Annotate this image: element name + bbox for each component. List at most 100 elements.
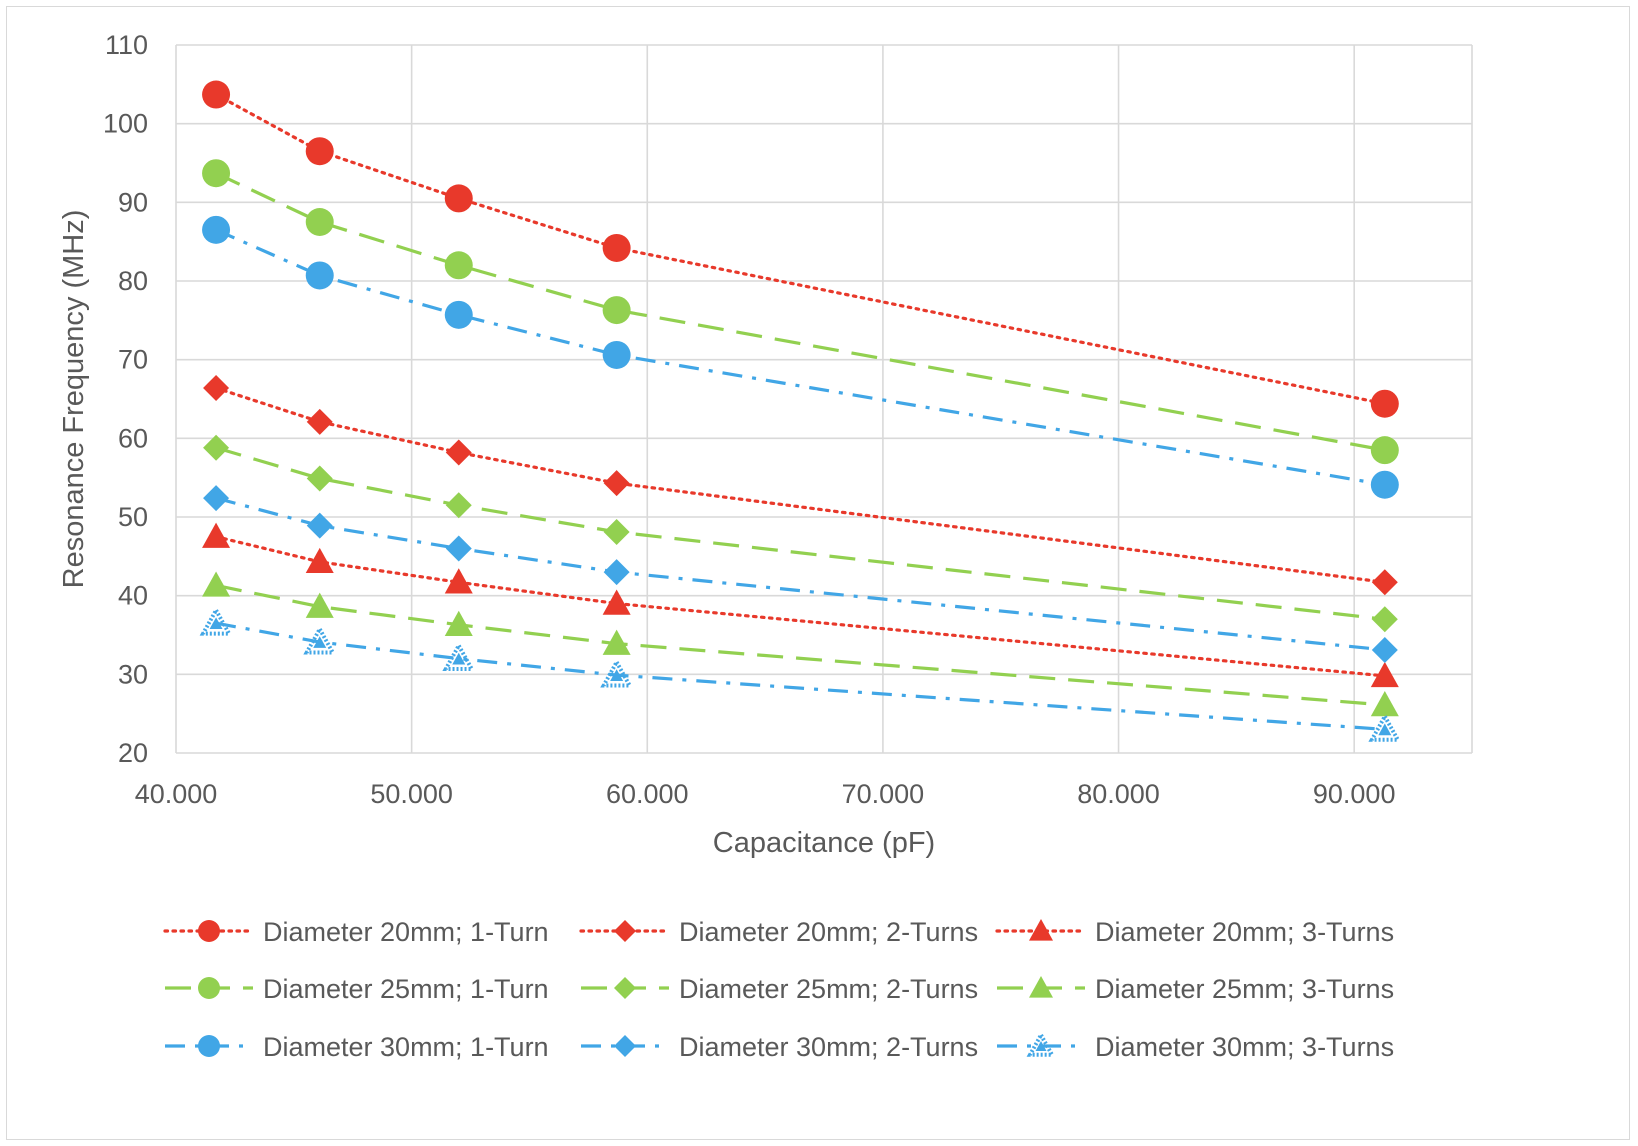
legend-marker xyxy=(1026,1030,1056,1057)
legend-entry: Diameter 20mm; 1-Turn xyxy=(163,917,549,947)
data-point xyxy=(305,547,334,574)
data-point xyxy=(602,296,631,325)
data-point xyxy=(202,159,231,188)
legend-marker xyxy=(1029,919,1053,941)
legend-entry: Diameter 20mm; 3-Turns xyxy=(995,917,1394,947)
legend-entry: Diameter 25mm; 3-Turns xyxy=(997,974,1394,1004)
axes: 20 30 40 50 60 70 80 90 100 110 40.000 50.000 60.000… xyxy=(103,30,1396,809)
legend-entry: Diameter 30mm; 2-Turns xyxy=(581,1032,978,1062)
legend-entry: Diameter 20mm; 2-Turns xyxy=(579,917,978,947)
y-tick-label: 40 xyxy=(118,581,148,611)
chart-frame: 20 30 40 50 60 70 80 90 100 110 40.000 50.000 60.000… xyxy=(6,6,1630,1140)
legend-entry: Diameter 30mm; 3-Turns xyxy=(997,1030,1394,1062)
data-point xyxy=(1370,691,1399,717)
series-line xyxy=(215,171,1386,452)
data-point xyxy=(444,251,473,280)
series-line xyxy=(214,92,1387,406)
y-tick-label: 20 xyxy=(118,738,148,768)
legend-label: Diameter 25mm; 1-Turn xyxy=(263,974,549,1004)
data-point xyxy=(306,512,333,539)
series-line xyxy=(214,535,1387,678)
data-point xyxy=(444,184,473,213)
data-point xyxy=(603,559,630,586)
y-tick-label: 70 xyxy=(118,345,148,375)
data-point xyxy=(305,137,334,166)
data-point xyxy=(602,629,631,655)
x-tick-label: 70.000 xyxy=(842,779,925,809)
data-point xyxy=(199,606,233,636)
y-tick-label: 80 xyxy=(118,266,148,296)
series-lines xyxy=(214,92,1387,731)
legend-marker xyxy=(198,920,220,942)
data-point xyxy=(603,518,630,545)
resonance-frequency-chart: 20 30 40 50 60 70 80 90 100 110 40.000 50.000 60.000… xyxy=(58,30,1473,1062)
legend-marker xyxy=(614,1035,636,1057)
x-axis-title: Capacitance (pF) xyxy=(713,827,935,859)
data-point xyxy=(306,408,333,435)
legend-marker xyxy=(1029,976,1053,998)
data-point xyxy=(203,374,230,401)
data-point xyxy=(202,80,231,109)
y-tick-label: 50 xyxy=(118,502,148,532)
y-axis-title: Resonance Frequency (MHz) xyxy=(58,210,90,589)
series-line xyxy=(215,621,1385,731)
data-point xyxy=(202,215,231,244)
legend-label: Diameter 25mm; 2-Turns xyxy=(679,974,978,1004)
series-line xyxy=(215,496,1385,652)
data-point xyxy=(442,641,476,671)
data-point xyxy=(444,300,473,329)
series-line xyxy=(215,446,1385,621)
legend-marker xyxy=(198,1035,220,1057)
data-point xyxy=(1368,712,1402,742)
legend-label: Diameter 20mm; 3-Turns xyxy=(1095,917,1394,947)
y-tick-label: 110 xyxy=(105,30,148,60)
legend-label: Diameter 30mm; 2-Turns xyxy=(679,1032,978,1062)
x-tick-label: 50.000 xyxy=(370,779,453,809)
legend-label: Diameter 20mm; 2-Turns xyxy=(679,917,978,947)
legend: Diameter 20mm; 1-Turn Diameter 20mm; 2-Tu… xyxy=(163,917,1394,1062)
legend-marker xyxy=(614,977,636,999)
legend-marker xyxy=(614,920,636,942)
data-point xyxy=(1370,436,1399,465)
data-point xyxy=(445,535,472,562)
data-point xyxy=(600,658,634,688)
x-tick-label: 80.000 xyxy=(1077,779,1160,809)
x-tick-label: 90.000 xyxy=(1313,779,1396,809)
x-tick-label: 40.000 xyxy=(135,779,218,809)
legend-entry: Diameter 30mm; 1-Turn xyxy=(165,1032,549,1062)
data-point xyxy=(1371,606,1398,633)
y-tick-label: 100 xyxy=(103,109,148,139)
data-point xyxy=(305,592,334,618)
data-point xyxy=(1370,470,1399,499)
y-tick-label: 30 xyxy=(118,659,148,689)
y-tick-label: 60 xyxy=(118,423,148,453)
gridlines xyxy=(175,44,1473,754)
data-point xyxy=(602,233,631,262)
data-point xyxy=(444,568,473,594)
legend-label: Diameter 30mm; 3-Turns xyxy=(1095,1032,1394,1062)
data-point xyxy=(602,589,631,615)
data-point xyxy=(445,492,472,519)
data-point xyxy=(202,571,231,597)
data-point xyxy=(603,470,630,497)
legend-label: Diameter 30mm; 1-Turn xyxy=(263,1032,549,1062)
data-point xyxy=(303,624,337,655)
data-point xyxy=(444,610,473,636)
data-point xyxy=(203,434,230,461)
data-point xyxy=(602,340,631,369)
data-point xyxy=(1370,389,1399,418)
data-point xyxy=(306,465,333,492)
series-markers xyxy=(199,80,1402,742)
data-point xyxy=(202,522,231,548)
x-tick-label: 60.000 xyxy=(606,779,689,809)
series-line xyxy=(215,228,1386,487)
data-point xyxy=(445,439,472,466)
data-point xyxy=(305,208,334,236)
legend-entry: Diameter 25mm; 2-Turns xyxy=(581,974,978,1004)
y-tick-label: 90 xyxy=(118,187,148,217)
data-point xyxy=(1370,661,1399,688)
data-point xyxy=(203,485,230,512)
data-point xyxy=(1371,569,1398,596)
legend-marker xyxy=(198,977,220,999)
legend-label: Diameter 25mm; 3-Turns xyxy=(1095,974,1394,1004)
